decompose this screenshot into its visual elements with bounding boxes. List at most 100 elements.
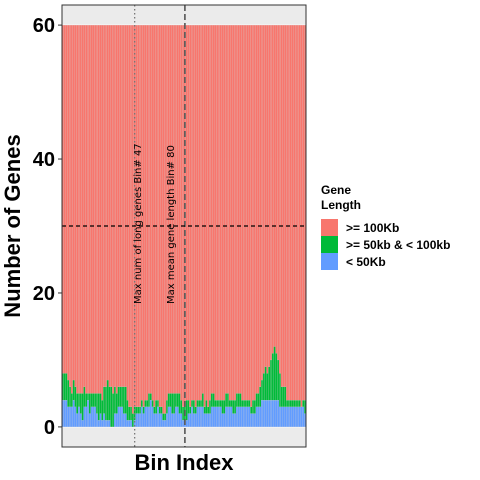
bar-medium [142,406,145,414]
bar-long [146,24,149,401]
bar-long [226,24,229,394]
bar-medium [173,393,176,414]
bar-long [271,24,274,354]
bar-medium [241,399,244,407]
bar-short [124,413,127,428]
bar-medium [296,399,299,407]
bar-long [295,24,298,401]
bar-short [189,413,192,428]
bar-medium [268,366,271,401]
vline-label-long-genes: Max num of long genes Bin# 47 [133,143,144,304]
bar-medium [140,399,143,407]
bar-medium [95,393,99,414]
bar-long [65,24,68,374]
y-tick-label: 40 [33,149,55,171]
bar-short [139,413,142,428]
bar-medium [214,399,217,407]
bar-short [128,420,131,428]
bar-short [269,399,273,428]
bar-medium [293,399,296,407]
bar-long [69,24,72,387]
bar-medium [147,393,151,407]
legend-label-medium: >= 50kb & < 100kb [346,238,450,252]
bar-long [234,24,237,401]
bar-long [76,24,79,394]
bar-short [158,413,161,428]
bar-short [144,406,147,428]
bar-short [293,406,296,428]
bar-short [262,399,265,428]
bar-short [271,399,274,428]
bar-short [277,399,280,428]
bar-medium [167,393,170,407]
bar-short [243,406,246,428]
bar-long [189,24,192,407]
bar-short [266,399,269,428]
bar-short [221,413,224,428]
bar-long [217,24,221,401]
bar-long [101,24,104,401]
legend-swatch-medium [321,236,338,253]
bar-short [180,413,183,428]
bar-long [257,24,260,394]
bar-short [90,406,93,428]
bar-medium [110,386,113,428]
bar-short [182,420,185,428]
bar-short [108,420,111,428]
bar-medium [261,379,264,401]
bar-medium [85,393,88,407]
bar-short [198,406,201,428]
bar-short [63,399,66,428]
bar-medium [207,406,210,414]
bar-medium [99,393,102,414]
legend-swatch-short [321,253,338,270]
bar-short [126,420,129,428]
bar-medium [76,393,79,414]
bar-medium [174,393,177,407]
bar-long [185,24,188,401]
bar-long [216,24,219,401]
bar-short [237,406,240,428]
bar-medium [171,393,174,414]
bar-short [253,413,256,428]
bar-short [95,413,99,428]
bar-medium [155,399,158,414]
bar-medium [280,386,283,407]
bar-long [210,24,213,394]
bar-short [92,406,95,428]
bar-long [277,24,280,361]
bar-short [140,406,143,428]
bar-short [192,413,195,428]
bar-long [289,24,292,401]
bar-short [284,406,287,428]
bar-short [174,406,177,428]
bar-long [232,24,235,401]
bar-short [83,406,86,428]
bar-short [86,399,90,428]
bar-short [171,413,174,428]
bar-long [160,24,163,407]
bar-short [264,399,267,428]
bar-short [226,406,229,428]
bar-short [291,406,294,428]
bar-short [167,406,170,428]
bar-long [282,24,285,387]
bar-long [156,24,160,401]
bar-short [207,413,210,428]
bar-medium [264,366,267,401]
bar-long [144,24,147,401]
bar-short [212,406,215,428]
bar-medium [239,393,242,407]
bar-long [147,24,151,394]
bars-group [61,24,307,428]
bar-medium [200,399,203,407]
bar-medium [162,413,165,421]
bar-long [207,24,210,407]
bar-short [296,406,299,428]
bar-short [162,420,165,428]
bar-medium [289,399,292,407]
bar-medium [180,399,183,414]
bar-short [286,406,289,428]
bar-long [261,24,264,381]
bar-short [278,406,282,428]
